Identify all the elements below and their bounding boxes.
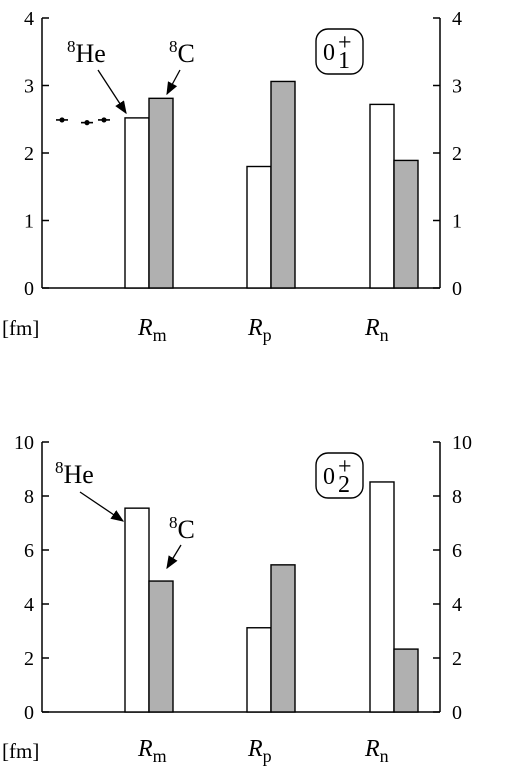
bar-c8-rp	[270, 564, 296, 713]
panel-bottom-bars	[124, 481, 419, 713]
panel-bottom-unit-label: [fm]	[2, 739, 39, 763]
bar-he8-rp	[246, 165, 272, 289]
y-tick-label-right-8: 8	[452, 486, 462, 508]
y-tick-label-left-8: 8	[24, 486, 34, 508]
bar-he8-rn	[369, 103, 395, 289]
panel-bottom-series-label-he: 8He	[55, 458, 125, 522]
panel-top-label-8he: 8He	[67, 37, 106, 68]
panel-top-series-label-he: 8He	[67, 37, 127, 115]
panel-top-category-labels: Rm Rp Rn	[137, 315, 389, 345]
y-tick-label-left-2: 2	[24, 143, 34, 165]
bar-c8-rm	[148, 580, 174, 713]
y-tick-label-left-6: 6	[24, 540, 34, 562]
panel-top-category-rp: Rp	[247, 315, 272, 345]
panel-bottom-category-rp: Rp	[247, 736, 272, 766]
y-tick-label-left-2: 2	[24, 648, 34, 670]
panel-bottom-state-sub: 2	[338, 472, 350, 498]
panel-top-y-ticks: 0 01 12 23 34 4	[24, 8, 462, 300]
panel-bottom-category-labels: Rm Rp Rn	[137, 736, 389, 766]
y-tick-label-right-4: 4	[452, 8, 462, 30]
panel-bottom-arrow-he	[79, 491, 125, 522]
bar-he8-rm	[124, 507, 150, 713]
y-tick-label-left-1: 1	[24, 211, 34, 233]
panel-top-unit-label: [fm]	[2, 316, 39, 340]
y-tick-label-right-2: 2	[452, 143, 462, 165]
y-tick-label-right-0: 0	[452, 278, 462, 300]
panel-bottom-y-ticks: 0 02 24 46 68 810 10	[14, 432, 472, 724]
y-tick-label-right-1: 1	[452, 211, 462, 233]
panel-top-state-badge: 0 + 1	[315, 28, 364, 75]
y-tick-label-left-3: 3	[24, 76, 34, 98]
y-tick-label-right-3: 3	[452, 76, 462, 98]
panel-bottom-category-rm: Rm	[137, 736, 167, 766]
panel-top-series-label-c: 8C	[166, 37, 195, 96]
bar-c8-rp	[270, 80, 296, 289]
y-tick-label-right-4: 4	[452, 594, 462, 616]
panel-bottom-label-8c: 8C	[169, 513, 195, 544]
y-tick-label-right-10: 10	[452, 432, 472, 454]
panel-bottom-state-badge: 0 + 2	[315, 452, 364, 499]
y-tick-label-right-6: 6	[452, 540, 462, 562]
y-tick-label-right-0: 0	[452, 702, 462, 724]
panel-bottom-state-sup: +	[338, 454, 352, 480]
panel-top-state-base: 0	[323, 40, 335, 66]
y-tick-label-left-0: 0	[24, 278, 34, 300]
bar-c8-rm	[148, 97, 174, 289]
panel-top-experimental-marker	[56, 117, 110, 126]
y-tick-label-left-4: 4	[24, 594, 34, 616]
panel-bottom-series-label-c: 8C	[166, 513, 195, 570]
bar-he8-rm	[124, 117, 150, 289]
panel-top-label-8c: 8C	[169, 37, 195, 68]
y-tick-label-right-2: 2	[452, 648, 462, 670]
experimental-point-0	[59, 117, 65, 123]
panel-bottom-state-base: 0	[323, 464, 335, 490]
experimental-point-1	[84, 120, 90, 126]
panel-top-bars	[124, 80, 419, 289]
bar-c8-rn	[393, 648, 419, 713]
panel-top-chart: 0 01 12 23 34 4 [fm] Rm Rp Rn 8He 8C 0 + 1	[2, 8, 462, 345]
panel-bottom-arrow-c	[166, 544, 182, 570]
panel-bottom-chart: 0 02 24 46 68 810 10 [fm] Rm Rp Rn 8He 8C 0 + …	[2, 432, 472, 766]
experimental-point-2	[101, 117, 107, 123]
panel-top-state-sub: 1	[338, 48, 350, 74]
panel-top-state-sup: +	[338, 30, 352, 56]
bar-c8-rn	[393, 159, 419, 289]
panel-top-category-rm: Rm	[137, 315, 167, 345]
panel-bottom-label-8he: 8He	[55, 458, 94, 489]
y-tick-label-left-10: 10	[14, 432, 34, 454]
panel-top-arrow-he	[97, 69, 127, 115]
bar-he8-rn	[369, 481, 395, 713]
panel-bottom-category-rn: Rn	[364, 736, 389, 766]
panel-top-category-rn: Rn	[364, 315, 389, 345]
y-tick-label-left-0: 0	[24, 702, 34, 724]
y-tick-label-left-4: 4	[24, 8, 34, 30]
panel-top-arrow-c	[166, 69, 181, 96]
bar-he8-rp	[246, 627, 272, 713]
